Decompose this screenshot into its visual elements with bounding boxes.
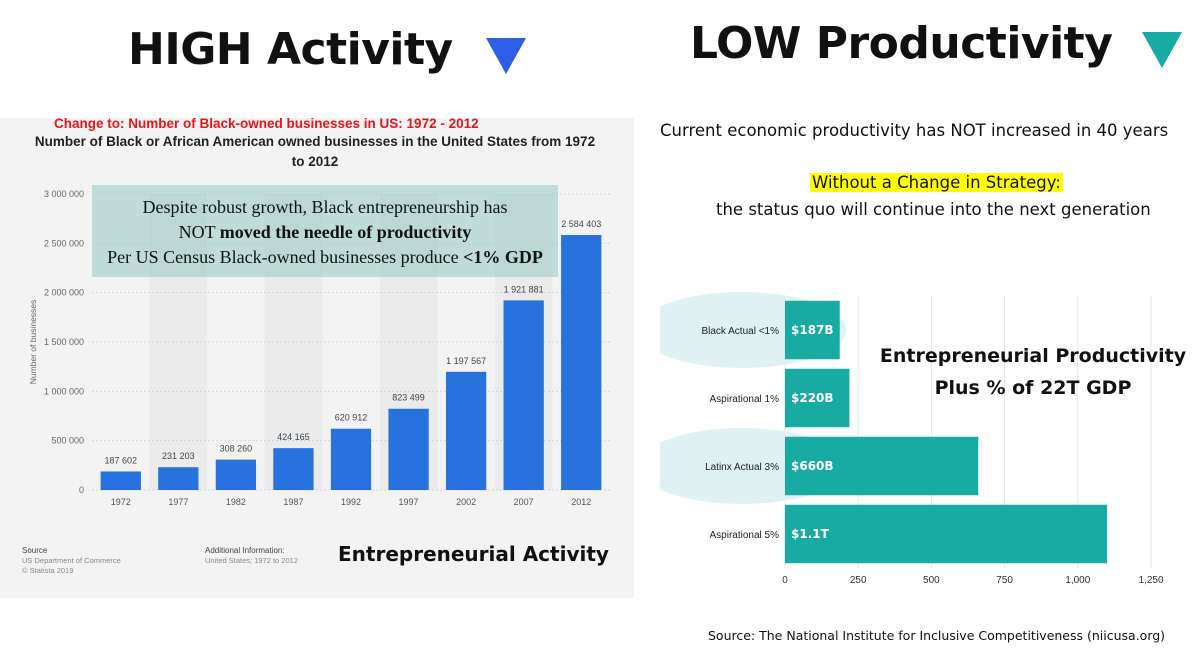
- x-tick-label: 1987: [283, 497, 303, 507]
- productivity-title-line-2: Plus % of 22T GDP: [934, 377, 1132, 399]
- bar-value-label: 620 912: [335, 413, 368, 423]
- source-line: © Statista 2019: [22, 566, 74, 575]
- source-label: Source: [22, 546, 48, 555]
- y-tick-label: 0: [79, 485, 84, 495]
- callout-line-2: NOT moved the needle of productivity: [92, 220, 558, 245]
- productivity-bar-chart: 0 250 500 750 1,000 1,250 $187B Black Actual <1…: [660, 292, 1164, 586]
- bar-value-label: $187B: [791, 323, 834, 337]
- bar-value-label: 1 197 567: [446, 356, 486, 366]
- x-tick-label: 1977: [168, 497, 188, 507]
- bar: [445, 371, 487, 490]
- heading-low-productivity: LOW Productivity: [690, 18, 1113, 69]
- x-tick-label: 1992: [341, 497, 361, 507]
- category-label: Aspirational 5%: [710, 530, 780, 541]
- bar: [561, 235, 602, 490]
- bar-value-label: 231 203: [162, 451, 195, 461]
- bar: [785, 300, 840, 360]
- businesses-chart-panel: 0 500 000 1 000 000 1 500 000 2 000 000 2 500…: [0, 116, 634, 598]
- source-line: US Department of Commerce: [22, 556, 121, 565]
- bar-value-label: 187 602: [105, 455, 138, 465]
- bar-value-label: 424 165: [277, 432, 310, 442]
- bar-value-label: 823 499: [392, 393, 425, 403]
- bar: [503, 300, 544, 490]
- bar: [330, 428, 372, 490]
- bar-value-label: 308 260: [220, 444, 253, 454]
- y-tick-label: 3 000 000: [44, 189, 84, 199]
- additional-info-text: United States; 1972 to 2012: [205, 556, 298, 565]
- bar: [388, 408, 429, 490]
- y-tick-label: 1 500 000: [44, 337, 84, 347]
- productivity-statement: Current economic productivity has NOT in…: [660, 121, 1169, 140]
- y-axis-label: Number of businesses: [28, 300, 38, 385]
- x-tick-label: 1,250: [1138, 575, 1163, 586]
- bar: [100, 471, 141, 490]
- callout-line-3: Per US Census Black-owned businesses pro…: [92, 245, 558, 270]
- status-quo-statement: the status quo will continue into the ne…: [716, 200, 1151, 219]
- category-label: Latinx Actual 3%: [705, 462, 779, 473]
- callout-line-2-prefix: NOT: [178, 222, 220, 242]
- category-label: Aspirational 1%: [710, 394, 780, 405]
- bar: [215, 459, 257, 490]
- y-tick-label: 2 000 000: [44, 288, 84, 298]
- strategy-highlight: Without a Change in Strategy:: [810, 173, 1063, 192]
- x-tick-label: 1972: [111, 497, 131, 507]
- entrepreneurial-activity-label: Entrepreneurial Activity: [338, 542, 609, 566]
- bar-value-label: $660B: [791, 459, 834, 473]
- bar-value-label: $1.1T: [791, 527, 830, 541]
- bar: [273, 448, 314, 490]
- y-tick-label: 1 000 000: [44, 386, 84, 396]
- callout-line-1: Despite robust growth, Black entrepreneu…: [142, 197, 508, 217]
- change-note: Change to: Number of Black-owned busines…: [54, 116, 479, 131]
- additional-info-label: Additional Information:: [205, 546, 285, 555]
- x-tick-label: 2007: [514, 497, 534, 507]
- callout-line-3-bold: <1% GDP: [463, 247, 543, 267]
- x-tick-label: 750: [996, 575, 1013, 586]
- x-tick-label: 2012: [571, 497, 591, 507]
- bar-chart-title: Number of Black or African American owne…: [34, 134, 596, 169]
- down-triangle-blue-icon: [486, 38, 526, 74]
- bar: [158, 467, 199, 490]
- down-triangle-teal-icon: [1142, 32, 1182, 68]
- x-tick-label: 1,000: [1065, 575, 1090, 586]
- productivity-chart-title: Entrepreneurial Productivity Plus % of 2…: [878, 340, 1188, 404]
- footer-source: Source: The National Institute for Inclu…: [708, 628, 1166, 643]
- x-tick-label: 1982: [226, 497, 246, 507]
- bar: [785, 504, 1108, 564]
- y-tick-label: 500 000: [51, 436, 84, 446]
- x-tick-label: 2002: [456, 497, 476, 507]
- bar-value-label: 2 584 403: [561, 219, 601, 229]
- callout-line-2-bold: moved the needle of productivity: [219, 222, 472, 242]
- bar: [785, 436, 979, 496]
- heading-high-activity: HIGH Activity: [128, 24, 453, 75]
- y-tick-label: 2 500 000: [44, 238, 84, 248]
- bar-value-label: $220B: [791, 391, 834, 405]
- x-tick-label: 1997: [399, 497, 419, 507]
- callout-line-3-prefix: Per US Census Black-owned businesses pro…: [107, 247, 464, 267]
- source-lines: US Department of Commerce © Statista 201…: [22, 556, 121, 576]
- callout-box: Despite robust growth, Black entrepreneu…: [92, 185, 558, 277]
- x-tick-label: 500: [923, 575, 940, 586]
- category-label: Black Actual <1%: [701, 326, 779, 337]
- bar-value-label: 1 921 881: [504, 284, 544, 294]
- productivity-title-line-1: Entrepreneurial Productivity: [879, 345, 1187, 367]
- x-tick-label: 0: [782, 575, 788, 586]
- x-tick-label: 250: [850, 575, 867, 586]
- bar: [785, 368, 850, 428]
